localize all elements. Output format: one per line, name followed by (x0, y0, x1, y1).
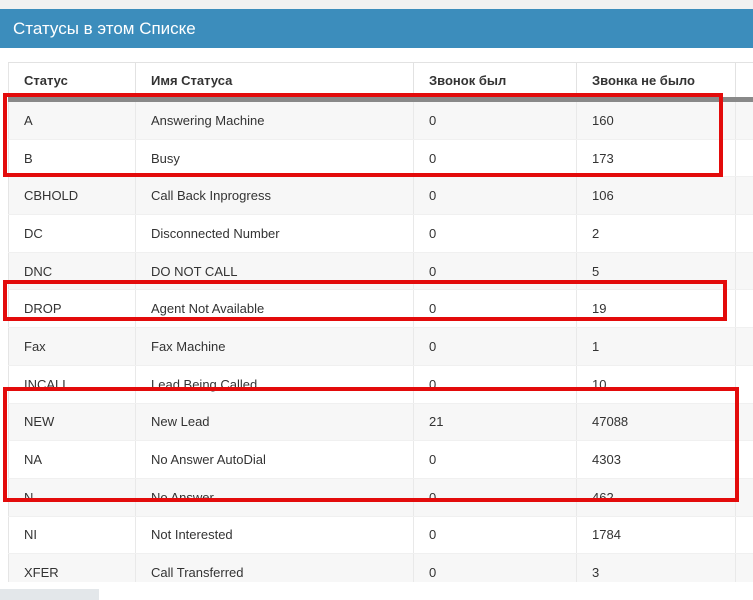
cell-called: 0 (413, 214, 577, 253)
status-table-container: Статус Имя Статуса Звонок был Звонка не … (8, 62, 753, 582)
table-row: N No Answer 0 462 (8, 478, 753, 517)
table-row: NEW New Lead 21 47088 (8, 403, 753, 442)
cell-filler (735, 176, 753, 216)
cell-name: Agent Not Available (135, 289, 414, 329)
cell-not-called: 4303 (576, 440, 736, 479)
partial-bottom-element[interactable] (0, 589, 99, 600)
column-header-status: Статус (8, 62, 136, 102)
cell-called: 0 (413, 516, 577, 555)
cell-called: 21 (413, 403, 577, 442)
table-row: DC Disconnected Number 0 2 (8, 214, 753, 253)
cell-filler (735, 139, 753, 178)
cell-called: 0 (413, 440, 577, 479)
cell-status: NEW (8, 403, 136, 442)
cell-called: 0 (413, 327, 577, 366)
cell-not-called: 173 (576, 139, 736, 178)
panel-title: Статусы в этом Списке (13, 19, 196, 38)
panel-header: Статусы в этом Списке (0, 9, 753, 48)
cell-filler (735, 214, 753, 253)
status-table-head: Статус Имя Статуса Звонок был Звонка не … (8, 62, 753, 102)
cell-status: XFER (8, 553, 136, 582)
cell-not-called: 462 (576, 478, 736, 517)
cell-status: A (8, 99, 136, 140)
cell-filler (735, 252, 753, 291)
cell-called: 0 (413, 139, 577, 178)
cell-not-called: 3 (576, 553, 736, 582)
status-table: Статус Имя Статуса Звонок был Звонка не … (8, 62, 753, 582)
column-header-name: Имя Статуса (135, 62, 414, 102)
cell-filler (735, 440, 753, 479)
cell-called: 0 (413, 365, 577, 404)
cell-called: 0 (413, 478, 577, 517)
table-row: Fax Fax Machine 0 1 (8, 327, 753, 366)
cell-name: Answering Machine (135, 99, 414, 140)
cell-name: Disconnected Number (135, 214, 414, 253)
cell-filler (735, 553, 753, 582)
cell-name: Busy (135, 139, 414, 178)
cell-status: B (8, 139, 136, 178)
cell-called: 0 (413, 99, 577, 140)
header-row: Статус Имя Статуса Звонок был Звонка не … (8, 62, 753, 102)
cell-name: DO NOT CALL (135, 252, 414, 291)
table-row: CBHOLD Call Back Inprogress 0 106 (8, 176, 753, 216)
column-header-filler (735, 62, 753, 102)
cell-filler (735, 516, 753, 555)
page-top-strip (0, 0, 753, 9)
cell-called: 0 (413, 553, 577, 582)
cell-status: NA (8, 440, 136, 479)
cell-called: 0 (413, 289, 577, 329)
cell-not-called: 1784 (576, 516, 736, 555)
cell-called: 0 (413, 176, 577, 216)
cell-not-called: 10 (576, 365, 736, 404)
table-row: INCALL Lead Being Called 0 10 (8, 365, 753, 404)
column-header-called: Звонок был (413, 62, 577, 102)
cell-not-called: 106 (576, 176, 736, 216)
cell-not-called: 1 (576, 327, 736, 366)
table-row: B Busy 0 173 (8, 139, 753, 178)
column-header-not-called: Звонка не было (576, 62, 736, 102)
cell-filler (735, 365, 753, 404)
cell-status: CBHOLD (8, 176, 136, 216)
cell-name: Fax Machine (135, 327, 414, 366)
cell-name: No Answer (135, 478, 414, 517)
cell-name: Not Interested (135, 516, 414, 555)
cell-status: DC (8, 214, 136, 253)
cell-name: New Lead (135, 403, 414, 442)
cell-status: Fax (8, 327, 136, 366)
cell-name: No Answer AutoDial (135, 440, 414, 479)
table-row: NI Not Interested 0 1784 (8, 516, 753, 555)
cell-filler (735, 289, 753, 329)
table-row: DROP Agent Not Available 0 19 (8, 289, 753, 329)
cell-called: 0 (413, 252, 577, 291)
table-row: DNC DO NOT CALL 0 5 (8, 252, 753, 291)
table-row: A Answering Machine 0 160 (8, 99, 753, 140)
cell-filler (735, 478, 753, 517)
status-table-body: A Answering Machine 0 160 B Busy 0 173 CBHOLD Cal… (8, 99, 753, 582)
cell-status: N (8, 478, 136, 517)
cell-filler (735, 99, 753, 140)
cell-filler (735, 327, 753, 366)
cell-name: Lead Being Called (135, 365, 414, 404)
cell-status: NI (8, 516, 136, 555)
cell-status: DROP (8, 289, 136, 329)
cell-not-called: 2 (576, 214, 736, 253)
cell-not-called: 19 (576, 289, 736, 329)
cell-not-called: 47088 (576, 403, 736, 442)
cell-status: DNC (8, 252, 136, 291)
cell-name: Call Transferred (135, 553, 414, 582)
cell-not-called: 160 (576, 99, 736, 140)
cell-filler (735, 403, 753, 442)
cell-status: INCALL (8, 365, 136, 404)
table-row: XFER Call Transferred 0 3 (8, 553, 753, 582)
cell-not-called: 5 (576, 252, 736, 291)
table-row: NA No Answer AutoDial 0 4303 (8, 440, 753, 479)
cell-name: Call Back Inprogress (135, 176, 414, 216)
